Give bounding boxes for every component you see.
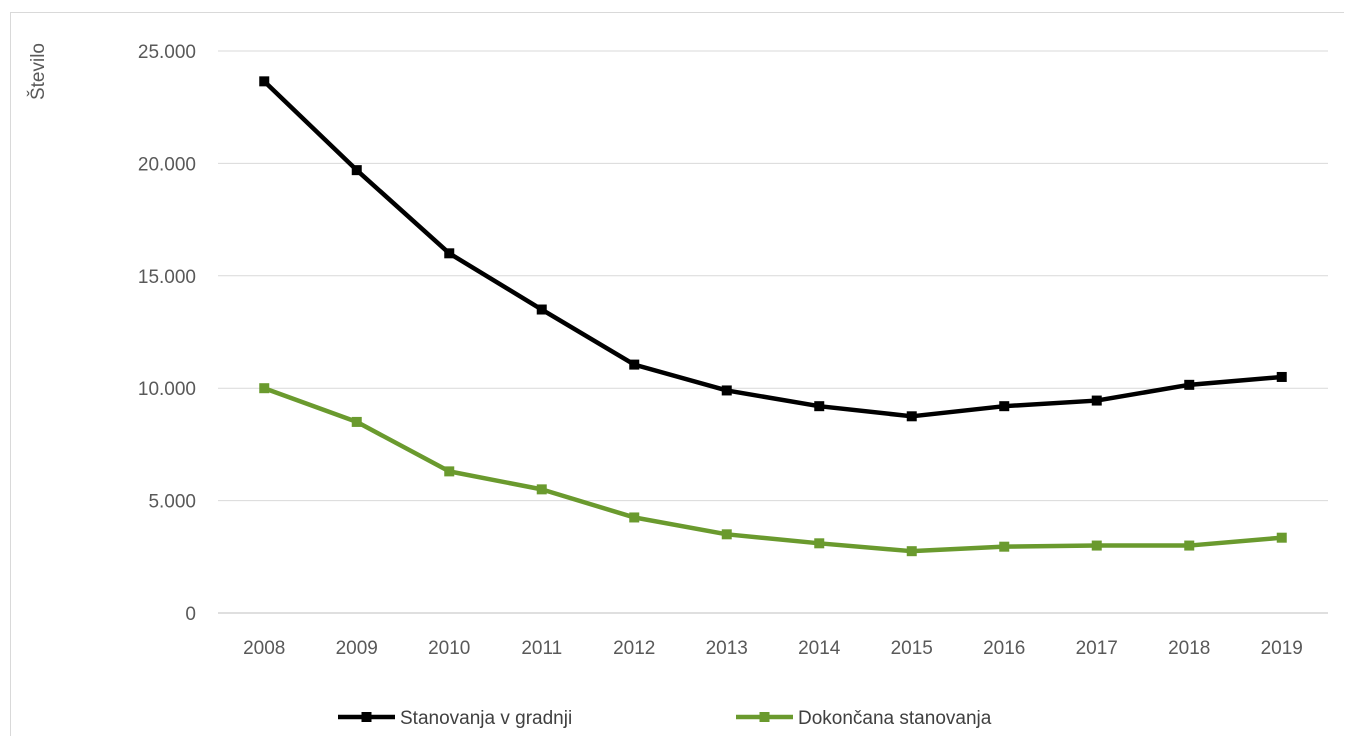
x-tick-label: 2008 bbox=[243, 638, 285, 659]
x-axis-tick-labels: 2008 2009 2010 2011 2012 2013 2014 2015 2016 2017… bbox=[243, 638, 1303, 659]
series-line bbox=[263, 386, 1282, 554]
legend-label: Stanovanja v gradnji bbox=[400, 708, 572, 729]
x-tick-label: 2017 bbox=[1076, 638, 1118, 659]
legend-swatch-marker bbox=[759, 712, 770, 722]
data-point bbox=[259, 76, 270, 87]
data-point bbox=[1091, 540, 1102, 551]
legend: Stanovanja v gradnji Dokončana stanovanja bbox=[338, 708, 992, 729]
legend-swatch-marker bbox=[361, 712, 372, 722]
series-line bbox=[262, 79, 1282, 419]
x-tick-label: 2013 bbox=[706, 638, 748, 659]
legend-label: Dokončana stanovanja bbox=[798, 708, 992, 729]
data-point bbox=[999, 541, 1010, 552]
x-tick-label: 2011 bbox=[521, 638, 562, 659]
y-axis-tick-labels: 0 5.000 10.000 15.000 20.000 25.000 bbox=[138, 42, 196, 625]
x-tick-label: 2018 bbox=[1168, 638, 1210, 659]
data-point bbox=[1091, 395, 1102, 406]
x-tick-label: 2019 bbox=[1261, 638, 1303, 659]
x-tick-label: 2014 bbox=[798, 638, 841, 659]
y-tick-label: 15.000 bbox=[138, 267, 196, 288]
data-point bbox=[1276, 532, 1287, 543]
y-tick-label: 0 bbox=[185, 604, 196, 625]
x-tick-label: 2016 bbox=[983, 638, 1025, 659]
x-tick-label: 2012 bbox=[613, 638, 655, 659]
data-point bbox=[721, 385, 732, 396]
series-layer bbox=[259, 76, 1287, 557]
gridlines bbox=[218, 50, 1328, 614]
data-point bbox=[1184, 379, 1195, 390]
data-point bbox=[814, 401, 825, 412]
y-tick-label: 25.000 bbox=[138, 42, 196, 63]
series-2 bbox=[259, 383, 1287, 557]
chart-frame bbox=[10, 12, 1344, 736]
data-point bbox=[536, 304, 547, 315]
y-tick-label: 10.000 bbox=[138, 379, 196, 400]
data-point bbox=[444, 248, 455, 259]
x-tick-label: 2010 bbox=[428, 638, 470, 659]
x-tick-label: 2015 bbox=[891, 638, 933, 659]
data-point bbox=[906, 411, 917, 422]
y-tick-label: 20.000 bbox=[138, 154, 196, 175]
data-point bbox=[536, 484, 547, 495]
data-point bbox=[351, 416, 362, 427]
data-point bbox=[814, 538, 825, 549]
data-point bbox=[1276, 371, 1287, 382]
data-point bbox=[351, 165, 362, 176]
data-point bbox=[999, 401, 1010, 412]
data-point bbox=[906, 546, 917, 557]
series-1 bbox=[259, 76, 1287, 422]
data-point bbox=[444, 466, 455, 477]
y-axis-title: Število bbox=[27, 43, 49, 100]
legend-item: Dokončana stanovanja bbox=[736, 708, 992, 729]
data-point bbox=[721, 529, 732, 540]
data-point bbox=[629, 359, 640, 370]
x-tick-label: 2009 bbox=[336, 638, 378, 659]
legend-item: Stanovanja v gradnji bbox=[338, 708, 572, 729]
y-tick-label: 5.000 bbox=[148, 492, 196, 513]
data-point bbox=[629, 512, 640, 523]
data-point bbox=[1184, 540, 1195, 551]
data-point bbox=[259, 383, 270, 394]
